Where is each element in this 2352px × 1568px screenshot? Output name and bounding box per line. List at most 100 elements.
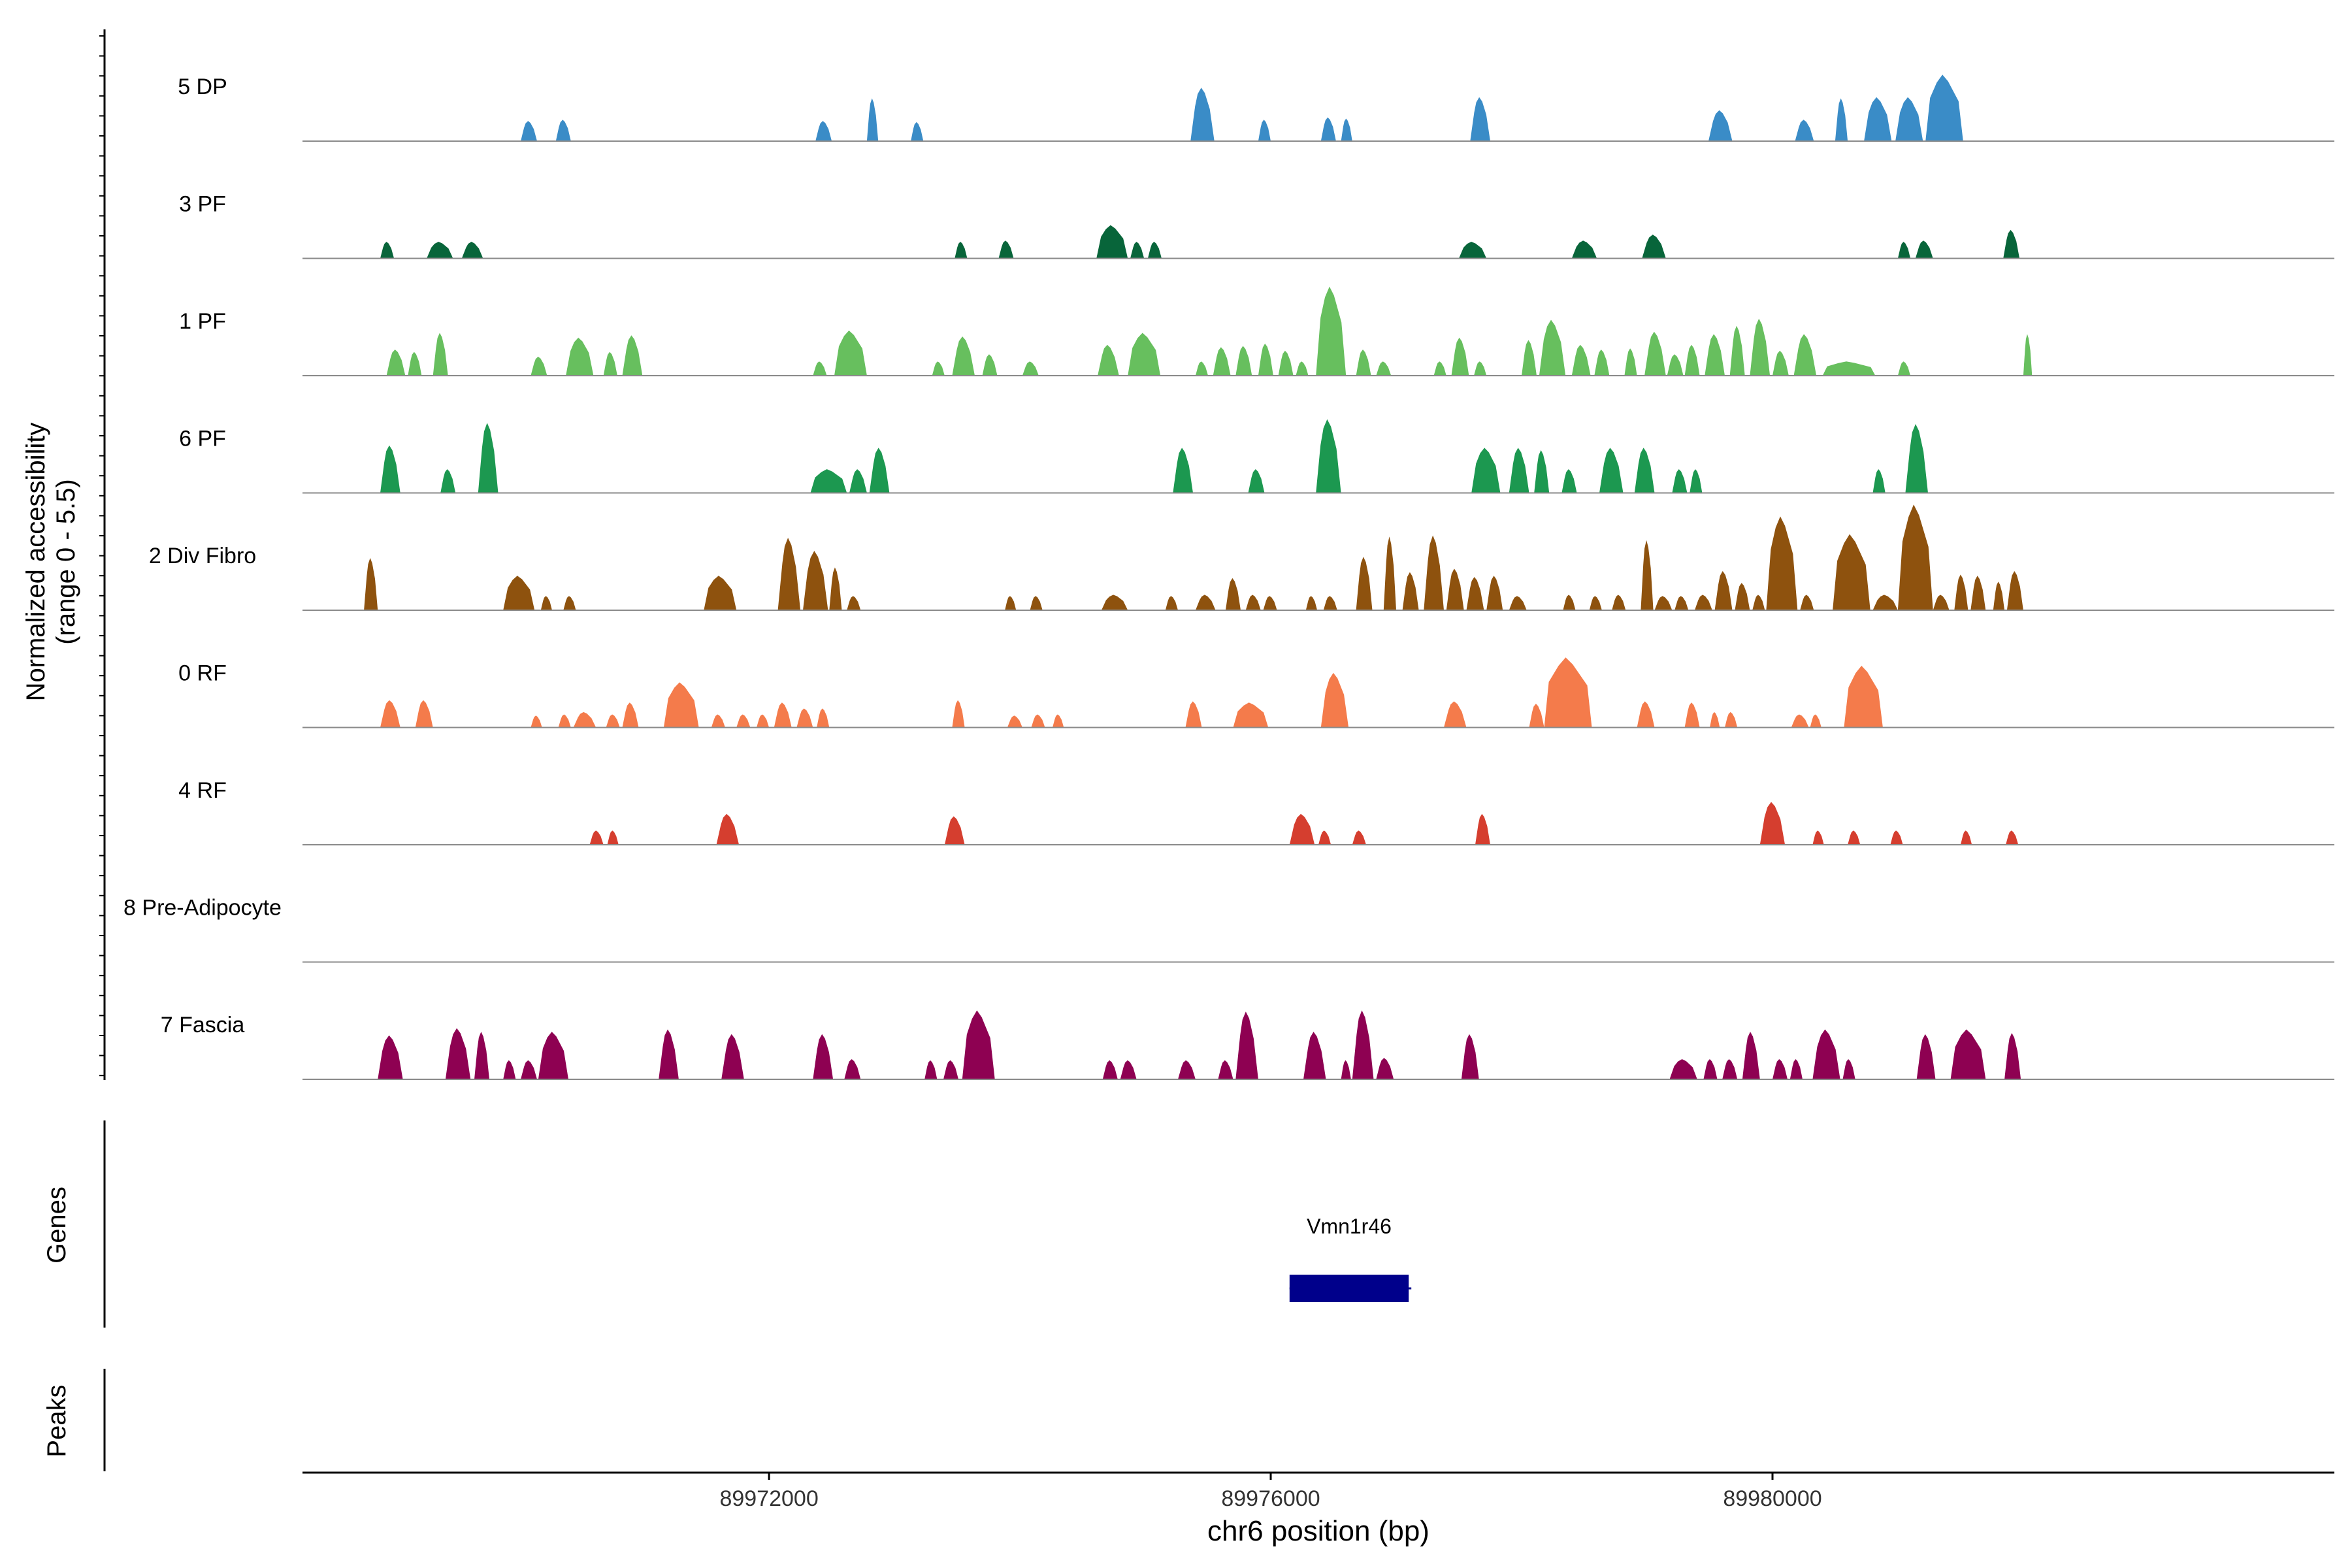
accessibility-peak	[1178, 1060, 1196, 1079]
accessibility-peak	[603, 351, 617, 376]
accessibility-peak	[1147, 242, 1162, 259]
accessibility-peak	[962, 1010, 995, 1079]
accessibility-peak	[1714, 571, 1733, 610]
accessibility-peak	[1318, 830, 1331, 845]
accessibility-peak	[1725, 711, 1738, 728]
accessibility-peak	[944, 816, 965, 845]
accessibility-peak	[1895, 97, 1923, 141]
accessibility-peak	[1800, 595, 1814, 610]
track-2-div-fibro: 2 Div Fibro	[149, 504, 2334, 611]
track-0-rf: 0 RF	[178, 657, 2334, 728]
accessibility-peak	[849, 469, 867, 493]
accessibility-peak	[1789, 1059, 1803, 1079]
track-label: 4 RF	[178, 778, 227, 803]
track-label: 2 Div Fibro	[149, 544, 256, 568]
accessibility-peak	[663, 682, 699, 728]
track-8-pre-adipocyte: 8 Pre-Adipocyte	[123, 896, 2334, 963]
accessibility-peak	[1173, 448, 1193, 493]
accessibility-peak	[1993, 581, 2005, 610]
accessibility-peak	[1258, 120, 1271, 141]
accessibility-peak	[1735, 583, 1750, 610]
accessibility-peak	[813, 1034, 834, 1079]
accessibility-peak	[2004, 1033, 2021, 1079]
accessibility-peak	[1641, 540, 1654, 610]
accessibility-peak	[380, 700, 400, 728]
accessibility-peak	[1475, 813, 1490, 845]
accessibility-peak	[1383, 536, 1396, 610]
accessibility-peak	[1053, 714, 1064, 728]
accessibility-peak	[1120, 1060, 1137, 1079]
accessibility-peak	[774, 702, 792, 728]
accessibility-peak	[1772, 1059, 1788, 1079]
accessibility-peak	[1897, 242, 1911, 259]
accessibility-peak	[1190, 88, 1215, 141]
accessibility-peak	[1872, 595, 1898, 610]
accessibility-peak	[478, 423, 498, 493]
accessibility-peak	[1844, 666, 1883, 728]
accessibility-peak	[1278, 350, 1294, 376]
accessibility-peak	[378, 1035, 403, 1079]
accessibility-peak	[924, 1060, 938, 1079]
accessibility-peak	[1684, 702, 1700, 728]
accessibility-peak	[607, 830, 619, 845]
accessibility-peak	[1835, 98, 1848, 141]
accessibility-peak	[1669, 1059, 1697, 1079]
accessibility-peak	[1710, 711, 1720, 728]
accessibility-peak	[1320, 672, 1349, 728]
accessibility-peak	[1352, 830, 1366, 845]
y-axis-label-line: (range 0 - 5.5)	[52, 479, 80, 644]
accessibility-peak	[1750, 318, 1771, 376]
accessibility-peak	[380, 445, 400, 493]
accessibility-peak	[796, 708, 813, 728]
accessibility-peak	[1101, 595, 1128, 610]
accessibility-peak	[1833, 534, 1870, 610]
accessibility-peak	[829, 567, 842, 610]
accessibility-peak	[589, 830, 604, 845]
track-1-pf: 1 PF	[179, 286, 2334, 376]
accessibility-peak	[1864, 97, 1892, 141]
track-label: 8 Pre-Adipocyte	[123, 896, 282, 921]
accessibility-peak	[704, 576, 737, 610]
accessibility-y-axis-label: Normalized accessibility(range 0 - 5.5)	[22, 423, 80, 702]
accessibility-peak	[622, 702, 639, 728]
accessibility-peak	[1030, 596, 1043, 610]
accessibility-peak	[2006, 830, 2019, 845]
accessibility-peak	[1245, 595, 1261, 610]
accessibility-peak	[2006, 571, 2023, 610]
accessibility-peak	[1031, 714, 1045, 728]
accessibility-peak	[998, 240, 1014, 259]
accessibility-peak	[1303, 1032, 1326, 1079]
accessibility-peak	[815, 121, 832, 141]
accessibility-peak	[813, 361, 827, 376]
accessibility-peak	[1933, 595, 1950, 610]
track-7-fascia: 7 Fascia	[161, 1010, 2334, 1080]
accessibility-peak	[563, 596, 576, 610]
accessibility-peak	[1539, 319, 1566, 376]
accessibility-peak	[433, 333, 448, 376]
accessibility-peak	[1599, 448, 1624, 493]
accessibility-peak	[1848, 830, 1861, 845]
accessibility-peak	[777, 538, 801, 610]
accessibility-peak	[1890, 830, 1903, 845]
accessibility-peak	[1356, 350, 1371, 376]
accessibility-peak	[711, 714, 725, 728]
track-5-dp: 5 DP	[178, 74, 2334, 142]
accessibility-peak	[982, 354, 998, 376]
accessibility-peak	[1563, 595, 1576, 610]
accessibility-peak	[1812, 1029, 1840, 1079]
accessibility-peak	[1233, 702, 1269, 728]
accessibility-peak	[866, 98, 879, 141]
accessibility-peak	[1470, 97, 1490, 141]
accessibility-peak	[932, 361, 945, 376]
accessibility-tracks: 5 DP 3 PF 1 PF 6 PF 2 Div Fibro 0 RF 4 RF 8 Pre…	[123, 74, 2334, 1080]
accessibility-peak	[531, 356, 547, 376]
accessibility-peak	[1289, 813, 1315, 845]
accessibility-peak	[844, 1059, 861, 1079]
accessibility-peak	[1424, 535, 1444, 610]
accessibility-peak	[1772, 350, 1789, 376]
accessibility-peak	[540, 596, 552, 610]
accessibility-peak	[1634, 448, 1655, 493]
accessibility-peak	[622, 335, 643, 376]
accessibility-peak	[1708, 110, 1733, 141]
accessibility-peak	[408, 351, 422, 376]
